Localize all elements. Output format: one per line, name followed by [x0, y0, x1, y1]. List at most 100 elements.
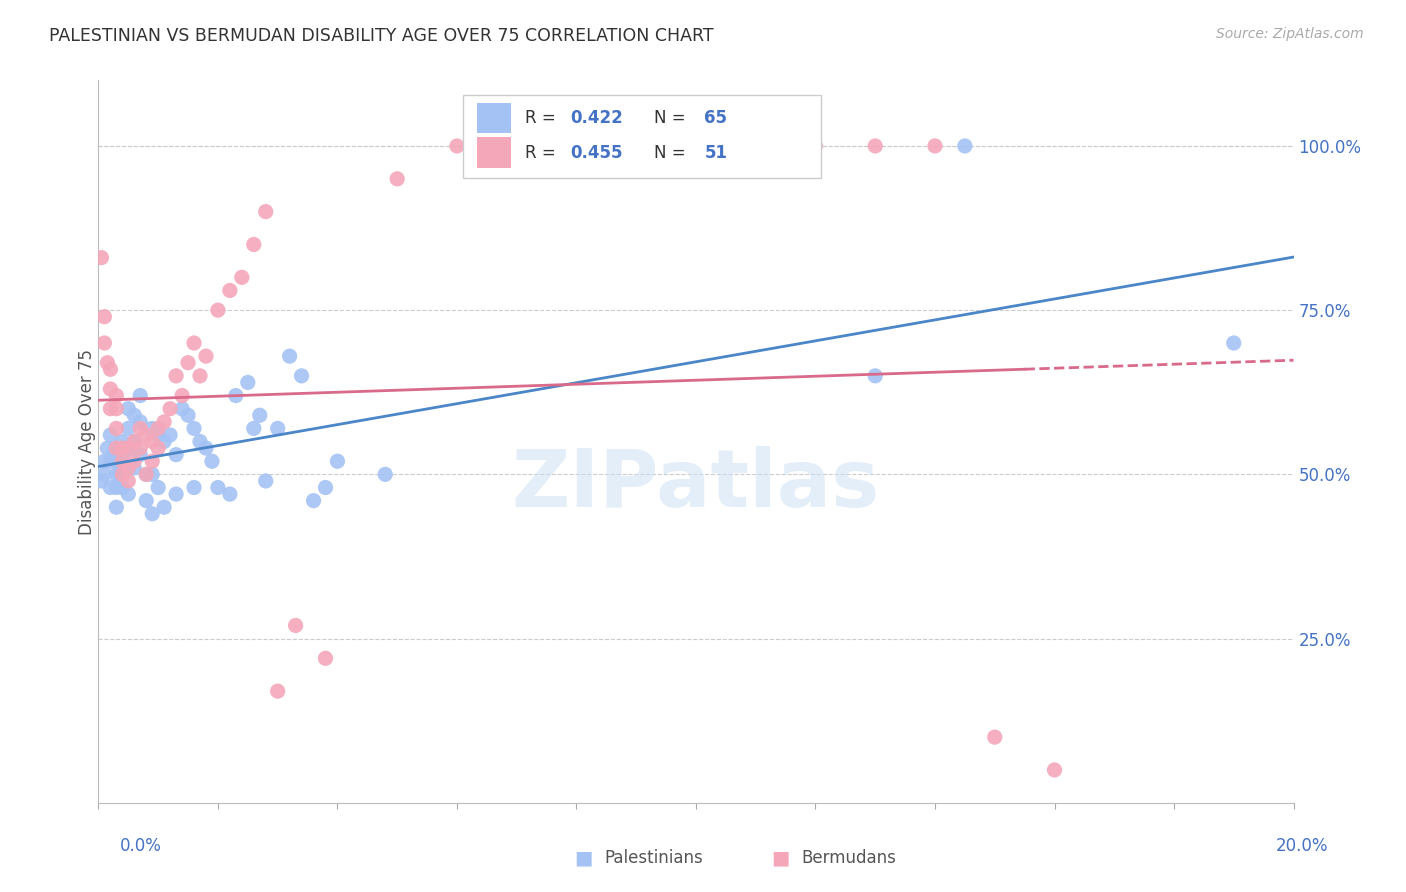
Point: [177, 409, 200, 423]
Text: 0.0%: 0.0%: [120, 837, 162, 855]
Text: 0.422: 0.422: [571, 109, 623, 127]
Point: [177, 356, 200, 370]
Point: [111, 441, 134, 455]
Point: [93, 454, 115, 468]
Point: [111, 460, 134, 475]
Point: [219, 487, 242, 501]
Text: 0.455: 0.455: [571, 144, 623, 161]
Point: [225, 388, 247, 402]
Point: [243, 421, 266, 435]
Point: [111, 434, 134, 449]
Point: [165, 448, 187, 462]
Point: [165, 487, 187, 501]
Point: [105, 481, 128, 495]
Point: [159, 401, 181, 416]
Point: [135, 493, 157, 508]
Point: [141, 454, 163, 468]
Point: [153, 434, 176, 449]
Text: 51: 51: [704, 144, 727, 161]
Point: [385, 171, 409, 186]
Point: [284, 618, 307, 632]
Point: [141, 434, 163, 449]
FancyBboxPatch shape: [463, 95, 821, 178]
Point: [98, 428, 122, 442]
Point: [141, 467, 163, 482]
Point: [148, 441, 170, 455]
Point: [129, 441, 152, 455]
Point: [117, 441, 139, 455]
FancyBboxPatch shape: [477, 137, 510, 168]
Point: [183, 336, 205, 351]
Point: [924, 139, 946, 153]
Point: [865, 139, 887, 153]
Point: [117, 421, 139, 435]
Y-axis label: Disability Age Over 75: Disability Age Over 75: [79, 349, 96, 534]
Point: [93, 467, 115, 482]
Point: [804, 139, 827, 153]
Point: [111, 481, 134, 495]
Point: [93, 336, 115, 351]
Point: [219, 284, 242, 298]
Point: [1223, 336, 1246, 351]
Point: [90, 251, 112, 265]
Point: [117, 401, 139, 416]
Point: [565, 139, 588, 153]
Point: [254, 474, 277, 488]
Point: [129, 388, 152, 402]
Point: [105, 467, 128, 482]
Point: [141, 507, 163, 521]
Point: [98, 382, 122, 396]
Point: [105, 388, 128, 402]
Point: [172, 401, 194, 416]
Point: [254, 204, 277, 219]
Point: [249, 409, 271, 423]
Point: [129, 448, 152, 462]
Point: [105, 401, 128, 416]
Point: [315, 651, 337, 665]
Point: [111, 467, 134, 482]
Text: 20.0%: 20.0%: [1277, 837, 1329, 855]
Text: ■: ■: [770, 848, 790, 868]
Text: R =: R =: [524, 109, 561, 127]
Point: [201, 454, 224, 468]
Point: [124, 454, 146, 468]
Point: [117, 474, 139, 488]
Text: ZIPatlas: ZIPatlas: [512, 446, 880, 524]
Point: [207, 303, 229, 318]
Point: [117, 460, 139, 475]
Point: [105, 441, 128, 455]
Point: [90, 474, 112, 488]
Point: [105, 441, 128, 455]
Point: [93, 310, 115, 324]
Text: ■: ■: [574, 848, 593, 868]
Point: [129, 421, 152, 435]
Point: [117, 460, 139, 475]
Point: [188, 434, 211, 449]
Text: PALESTINIAN VS BERMUDAN DISABILITY AGE OVER 75 CORRELATION CHART: PALESTINIAN VS BERMUDAN DISABILITY AGE O…: [49, 27, 714, 45]
Point: [165, 368, 187, 383]
Text: Palestinians: Palestinians: [605, 849, 703, 867]
Point: [148, 481, 170, 495]
Point: [98, 362, 122, 376]
Point: [207, 481, 229, 495]
Point: [98, 401, 122, 416]
Text: Source: ZipAtlas.com: Source: ZipAtlas.com: [1216, 27, 1364, 41]
Point: [105, 500, 128, 515]
Text: 65: 65: [704, 109, 727, 127]
Point: [105, 421, 128, 435]
Point: [135, 428, 157, 442]
Point: [291, 368, 314, 383]
Point: [984, 730, 1007, 744]
Point: [267, 684, 290, 698]
Text: N =: N =: [654, 144, 690, 161]
Point: [117, 441, 139, 455]
Point: [148, 421, 170, 435]
Point: [124, 434, 146, 449]
Point: [865, 368, 887, 383]
Point: [195, 441, 218, 455]
Point: [148, 428, 170, 442]
FancyBboxPatch shape: [477, 103, 510, 133]
Point: [183, 421, 205, 435]
Point: [188, 368, 211, 383]
Point: [446, 139, 468, 153]
